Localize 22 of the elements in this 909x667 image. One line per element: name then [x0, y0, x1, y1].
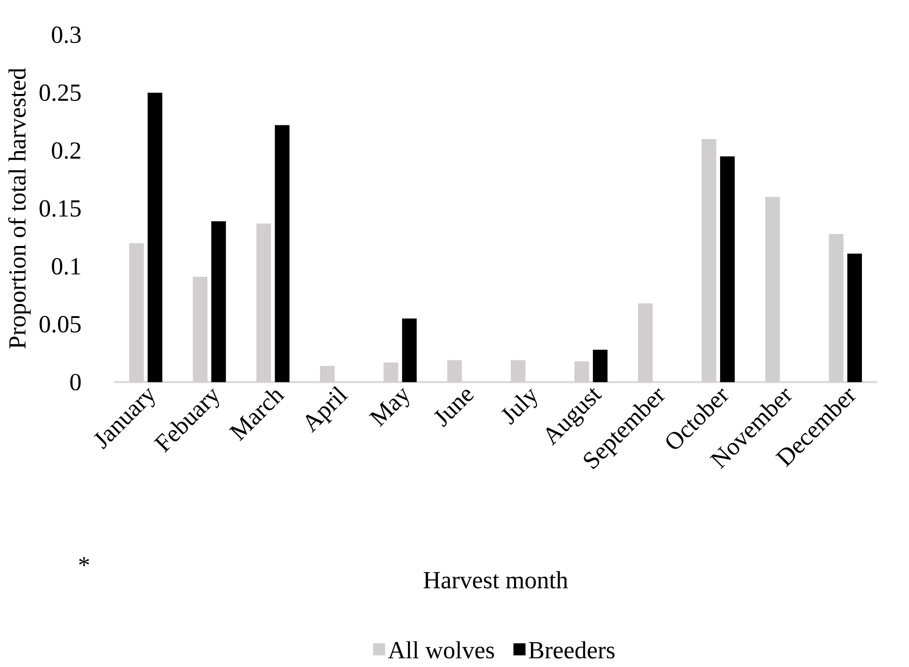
y-tick-label: 0.2 — [52, 142, 80, 159]
x-axis-title: Harvest month — [424, 571, 568, 588]
bar — [211, 221, 226, 382]
text: * — [79, 557, 90, 566]
bar — [148, 92, 162, 382]
y-tick-label: 0.05 — [40, 316, 81, 332]
x-tick-label: July — [501, 388, 538, 425]
bar — [592, 350, 608, 382]
y-tick-label: 0 — [70, 374, 81, 390]
bar — [720, 156, 735, 382]
bar — [274, 125, 290, 382]
y-tick-label: 0.15 — [40, 200, 81, 217]
y-tick-label: 0.1 — [52, 258, 80, 275]
y-axis-title: Proportion of total harvested — [8, 68, 31, 348]
legend-label: Breeders — [528, 641, 615, 658]
y-tick-label: 0.25 — [40, 84, 81, 101]
x-tick-label: June — [434, 390, 474, 427]
y-tick-label: 0.3 — [52, 26, 81, 44]
bar — [847, 254, 862, 382]
bar — [402, 318, 417, 382]
x-tick-label: May — [368, 388, 410, 427]
legend-label: All wolves — [388, 641, 494, 658]
